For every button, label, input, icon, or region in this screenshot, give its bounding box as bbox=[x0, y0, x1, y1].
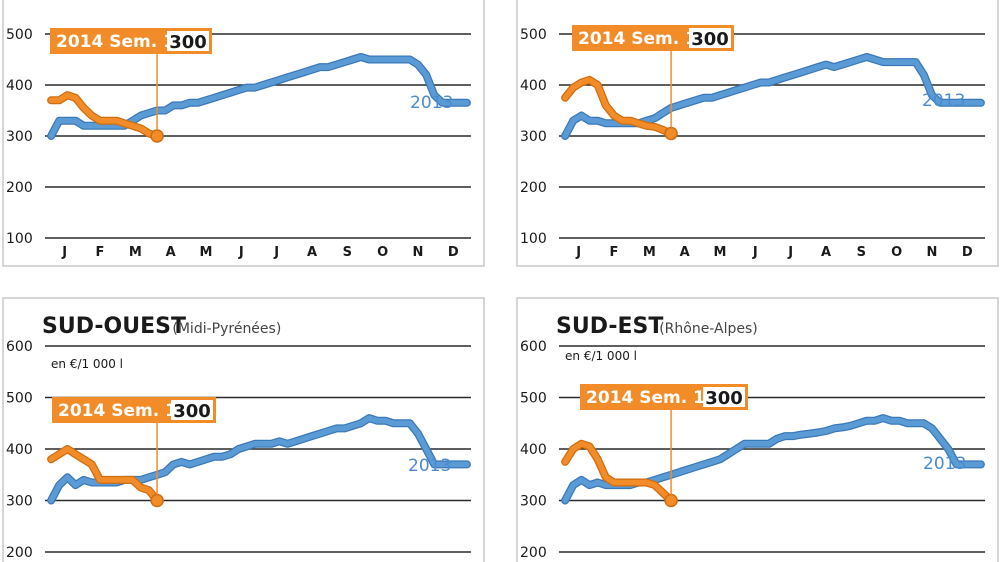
y-tick-label: 100 bbox=[6, 231, 33, 247]
x-tick-label: J bbox=[752, 245, 758, 260]
y-tick-label: 600 bbox=[520, 339, 547, 355]
x-tick-label: M bbox=[200, 245, 213, 260]
series-2014-endpoint bbox=[664, 126, 678, 141]
y-tick-label: 200 bbox=[6, 180, 33, 196]
x-tick-label: M bbox=[714, 245, 727, 260]
y-tick-label: 300 bbox=[6, 129, 33, 145]
chart-subtitle: (Midi-Pyrénées) bbox=[172, 321, 281, 337]
chart-title: SUD-OUEST bbox=[42, 314, 186, 339]
series-2014-endpoint bbox=[150, 493, 164, 508]
chart-panel-sud-est: 200 300 400 500 600 SUD-EST (Rhône-Alpes) en €/… bbox=[514, 296, 1000, 562]
series-2014-endpoint bbox=[664, 493, 678, 508]
y-tick-label: 300 bbox=[520, 129, 547, 145]
x-tick-label: O bbox=[891, 245, 902, 260]
x-tick-label: J bbox=[273, 245, 279, 260]
x-tick-label: S bbox=[343, 245, 352, 260]
x-tick-label: N bbox=[413, 245, 424, 260]
y-tick-label: 400 bbox=[6, 442, 33, 458]
chart-4: 200 300 400 500 600 SUD-EST(Rhône-Alpes) en €/… bbox=[516, 297, 999, 562]
callout-value: 300 bbox=[691, 29, 729, 50]
y-tick-label: 500 bbox=[520, 391, 547, 407]
callout-text: 2014 Sem. 14 bbox=[56, 32, 187, 52]
y-tick-label: 500 bbox=[520, 27, 547, 43]
callout-text: 2014 Sem. 14 bbox=[586, 388, 717, 408]
y-tick-label: 400 bbox=[6, 78, 33, 94]
series-2013-label: 2013 bbox=[410, 93, 453, 113]
chart-subtitle: (Rhône-Alpes) bbox=[659, 321, 758, 337]
chart-3: 200 300 400 500 600 SUD-OUEST(Midi-Pyrénées) e… bbox=[2, 297, 485, 562]
series-2013-label: 2013 bbox=[923, 454, 966, 474]
x-tick-label: F bbox=[610, 245, 619, 260]
callout-value: 300 bbox=[173, 401, 211, 422]
x-tick-label: J bbox=[238, 245, 244, 260]
series-2013-label: 2013 bbox=[922, 91, 965, 111]
x-tick-label: A bbox=[166, 245, 176, 260]
y-tick-label: 300 bbox=[6, 494, 33, 510]
callout-value: 300 bbox=[169, 32, 207, 53]
x-tick-label: M bbox=[643, 245, 656, 260]
callout-value-box bbox=[689, 28, 731, 48]
callout-value-box bbox=[167, 31, 209, 51]
chart-panel-1: 100 200 300 400 500 J F M A M J J A S O N D 2014 Sem. 14 3… bbox=[0, 0, 486, 272]
chart-panel-2: 100 200 300 400 500 J F M A M J J A S O N D 2014 Sem. 14 3… bbox=[514, 0, 1000, 272]
y-tick-label: 100 bbox=[520, 231, 547, 247]
x-tick-label: J bbox=[787, 245, 793, 260]
x-tick-label: S bbox=[857, 245, 866, 260]
panel-frame bbox=[2, 297, 485, 562]
y-tick-label: 400 bbox=[520, 78, 547, 94]
y-tick-label: 200 bbox=[520, 545, 547, 561]
series-2013-label: 2013 bbox=[408, 456, 451, 476]
x-tick-label: A bbox=[680, 245, 690, 260]
x-tick-label: A bbox=[821, 245, 831, 260]
y-tick-label: 500 bbox=[6, 27, 33, 43]
x-tick-label: O bbox=[377, 245, 388, 260]
x-tick-label: A bbox=[307, 245, 317, 260]
callout-value-box bbox=[703, 387, 745, 407]
x-tick-label: N bbox=[927, 245, 938, 260]
series-2014-endpoint bbox=[150, 129, 164, 143]
y-tick-label: 200 bbox=[520, 180, 547, 196]
chart-panel-sud-ouest: 200 300 400 500 600 SUD-OUEST (Midi-Pyrénées) e… bbox=[0, 296, 486, 562]
series-2014-line bbox=[562, 441, 674, 504]
series-2014-line bbox=[48, 446, 160, 504]
panel-frame bbox=[516, 297, 999, 562]
x-tick-label: J bbox=[575, 245, 581, 260]
x-tick-label: M bbox=[129, 245, 142, 260]
y-tick-label: 200 bbox=[6, 545, 33, 561]
y-tick-label: 500 bbox=[6, 391, 33, 407]
callout-text: 2014 Sem. 14 bbox=[58, 401, 189, 421]
chart-title: SUD-EST bbox=[556, 314, 663, 339]
series-2014-line bbox=[562, 77, 674, 137]
callout-value: 300 bbox=[705, 388, 743, 409]
x-tick-label: F bbox=[96, 245, 105, 260]
y-tick-label: 600 bbox=[6, 339, 33, 355]
x-tick-label: J bbox=[61, 245, 67, 260]
callout-value-box bbox=[171, 400, 213, 420]
series-2014-line bbox=[48, 92, 160, 139]
y-tick-label: 400 bbox=[520, 442, 547, 458]
x-tick-label: D bbox=[448, 245, 459, 260]
x-tick-label: D bbox=[962, 245, 973, 260]
unit-label: en €/1 000 l bbox=[565, 349, 637, 363]
callout-text: 2014 Sem. 14 bbox=[578, 29, 709, 49]
y-tick-label: 300 bbox=[520, 494, 547, 510]
unit-label: en €/1 000 l bbox=[51, 357, 123, 371]
